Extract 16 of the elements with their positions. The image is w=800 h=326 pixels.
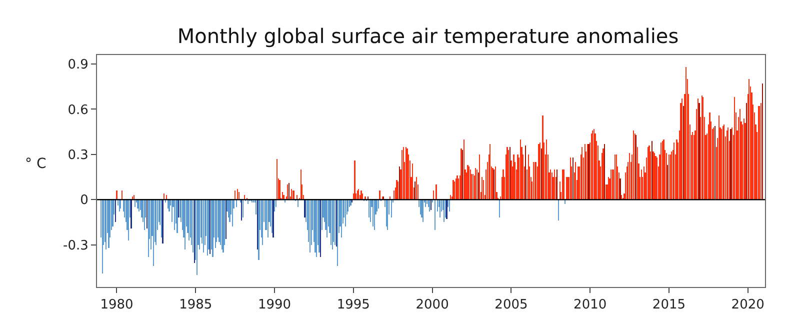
y-tick-label: 0.6 [68, 102, 88, 118]
y-tick-label: 0.9 [68, 58, 88, 73]
y-axis-title: ° C [25, 156, 46, 172]
x-tick-label: 2005 [494, 298, 528, 313]
x-tick-label: 1990 [258, 298, 292, 313]
x-tick-label: 2010 [574, 298, 607, 313]
x-tick-label: 1995 [336, 298, 370, 313]
y-tick-label: 0.3 [68, 148, 88, 163]
x-tick-label: 2020 [731, 298, 764, 313]
x-tick-label: 2000 [416, 298, 449, 313]
y-tick-label: 0 [80, 193, 88, 208]
x-tick-label: 1985 [179, 298, 212, 313]
y-tick-label: -0.3 [63, 238, 88, 254]
x-tick-label: 1980 [100, 298, 134, 313]
chart-title: Monthly global surface air temperature anomalies [177, 24, 679, 48]
x-tick-label: 2015 [652, 298, 686, 313]
